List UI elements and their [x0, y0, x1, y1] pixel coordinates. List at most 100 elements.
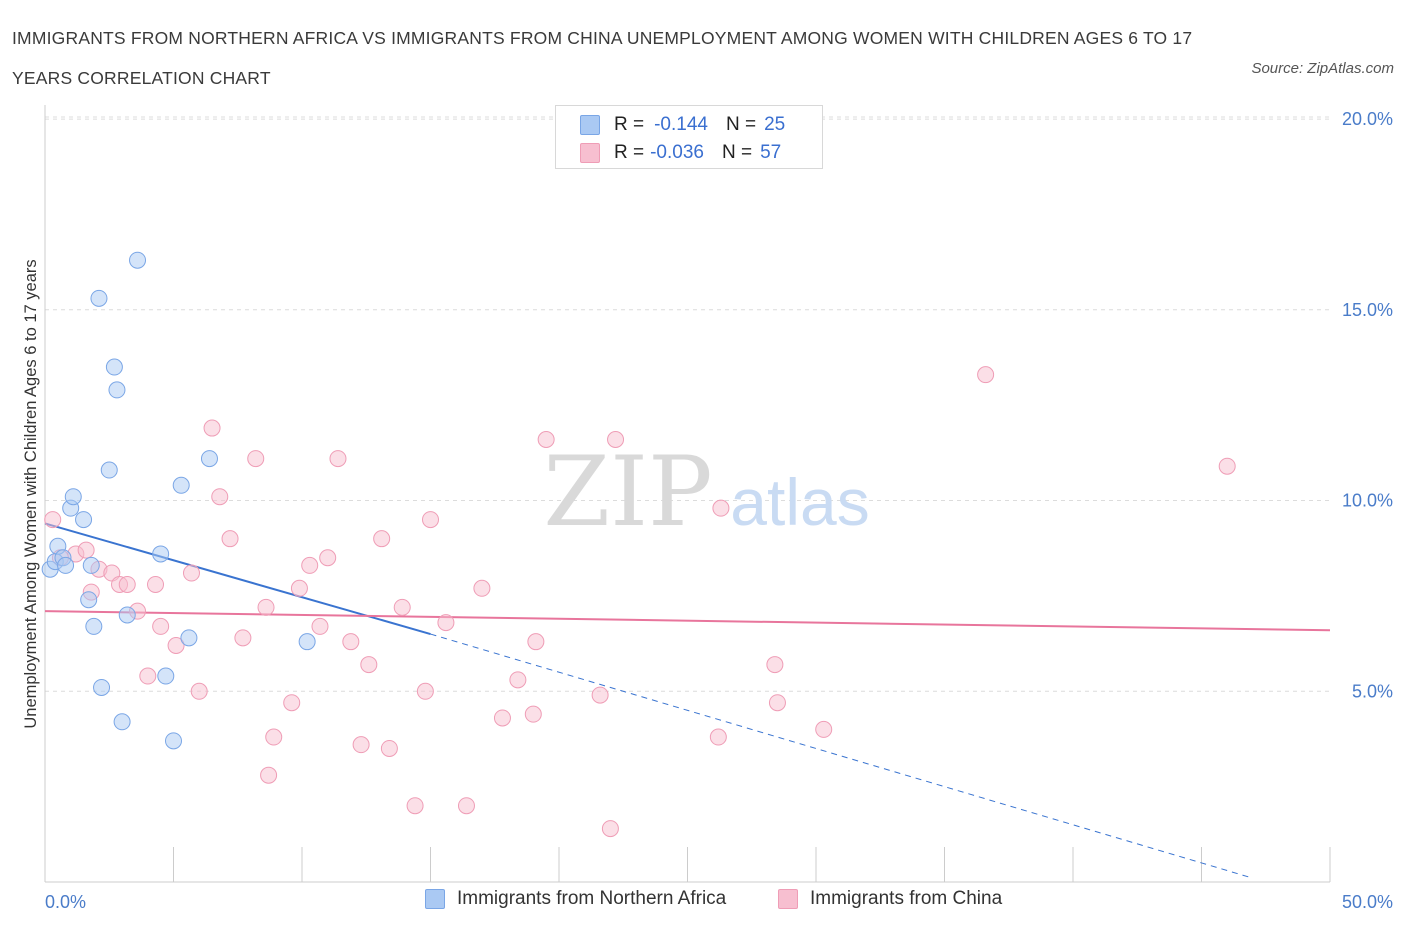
point-china — [247, 450, 265, 468]
point-northern-africa — [82, 556, 100, 574]
legend-row-northern-africa: R = -0.144 N = 25 — [580, 113, 785, 137]
point-china — [257, 598, 275, 616]
trend-lines — [44, 522, 1331, 879]
y-tick-label: 5.0% — [1352, 681, 1393, 701]
point-northern-africa — [108, 381, 126, 399]
point-northern-africa — [172, 476, 190, 494]
point-china — [152, 617, 170, 635]
point-china — [416, 682, 434, 700]
point-china — [509, 671, 527, 689]
point-northern-africa — [75, 511, 93, 529]
point-china — [437, 614, 455, 632]
legend-n-value: 25 — [764, 114, 786, 135]
x-tick-label: 50.0% — [1342, 892, 1393, 912]
point-china — [527, 633, 545, 651]
legend-swatch-pink — [580, 143, 600, 163]
point-china — [601, 820, 619, 838]
point-china — [709, 728, 727, 746]
point-northern-africa — [80, 591, 98, 609]
point-china — [118, 575, 136, 593]
point-northern-africa — [118, 606, 136, 624]
point-china — [712, 499, 730, 517]
point-china — [182, 564, 200, 582]
point-northern-africa — [64, 488, 82, 506]
x-tick-label: 0.0% — [45, 892, 86, 912]
y-tick-label: 10.0% — [1342, 491, 1393, 511]
point-china — [260, 766, 278, 784]
y-axis-label: Unemployment Among Women with Children A… — [22, 259, 40, 728]
point-northern-africa — [157, 667, 175, 685]
point-china — [380, 739, 398, 757]
legend-r-value: -0.036 — [650, 142, 704, 163]
legend-n-value: 57 — [760, 142, 782, 163]
point-china — [473, 579, 491, 597]
point-china — [77, 541, 95, 559]
legend-r-label: R = — [614, 142, 645, 163]
point-china — [221, 530, 239, 548]
point-china — [422, 511, 439, 529]
series-swatch-blue — [425, 889, 445, 909]
point-china — [352, 736, 370, 754]
point-china — [234, 629, 252, 647]
point-china — [44, 511, 62, 529]
point-china — [139, 667, 157, 685]
point-china — [190, 682, 208, 700]
point-china — [319, 549, 337, 567]
y-tick-label: 15.0% — [1342, 300, 1393, 320]
point-northern-africa — [298, 633, 316, 651]
data-points — [41, 251, 1236, 838]
point-china — [301, 556, 319, 574]
point-china — [203, 419, 221, 437]
point-china — [524, 705, 542, 723]
series-legend-china: Immigrants from China — [778, 888, 1002, 910]
series-legend-northern-africa: Immigrants from Northern Africa — [425, 888, 726, 910]
point-china — [493, 709, 511, 727]
point-china — [311, 617, 329, 635]
point-northern-africa — [200, 450, 218, 468]
point-china — [591, 686, 609, 704]
point-northern-africa — [93, 678, 111, 696]
chart-title: IMMIGRANTS FROM NORTHERN AFRICA VS IMMIG… — [12, 28, 1193, 88]
point-china — [457, 797, 475, 815]
point-china — [815, 720, 833, 738]
point-china — [283, 694, 301, 712]
legend-row-china: R = -0.036 N = 57 — [580, 141, 781, 165]
grid-lines — [45, 116, 1330, 692]
point-china — [265, 728, 283, 746]
point-china — [167, 636, 185, 654]
point-china — [768, 694, 786, 712]
correlation-legend: R = -0.144 N = 25 R = -0.036 N = 57 — [555, 105, 823, 169]
point-northern-africa — [165, 732, 182, 750]
point-northern-africa — [105, 358, 123, 376]
legend-r-label: R = — [614, 114, 645, 135]
point-northern-africa — [152, 545, 170, 563]
trend-line-northern-africa-extended — [430, 633, 1254, 879]
legend-n-label: N = — [721, 142, 753, 163]
point-northern-africa — [113, 713, 131, 731]
point-china — [329, 450, 347, 468]
point-northern-africa — [90, 289, 108, 307]
axes — [44, 105, 1331, 883]
watermark: ZIP atlas — [543, 436, 869, 548]
point-china — [406, 797, 424, 815]
point-china — [393, 598, 411, 616]
y-tick-label: 20.0% — [1342, 109, 1393, 129]
watermark-zip: ZIP — [543, 436, 712, 548]
point-china — [147, 575, 165, 593]
tick-labels: 5.0% 10.0% 15.0% 20.0% 0.0% 50.0% — [45, 109, 1393, 912]
point-china — [766, 656, 784, 674]
point-northern-africa — [85, 617, 103, 635]
point-china — [290, 579, 308, 597]
point-china — [373, 530, 391, 548]
trend-line-china — [44, 610, 1331, 632]
series-legend: Immigrants from Northern Africa Immigran… — [0, 888, 1406, 916]
point-china — [211, 488, 229, 506]
legend-r-value: -0.144 — [654, 114, 708, 135]
point-china — [360, 656, 378, 674]
legend-swatch-blue — [580, 115, 600, 135]
series-legend-label: Immigrants from China — [810, 888, 1003, 909]
series-swatch-pink — [778, 889, 798, 909]
point-china — [342, 633, 360, 651]
point-china — [977, 366, 995, 384]
